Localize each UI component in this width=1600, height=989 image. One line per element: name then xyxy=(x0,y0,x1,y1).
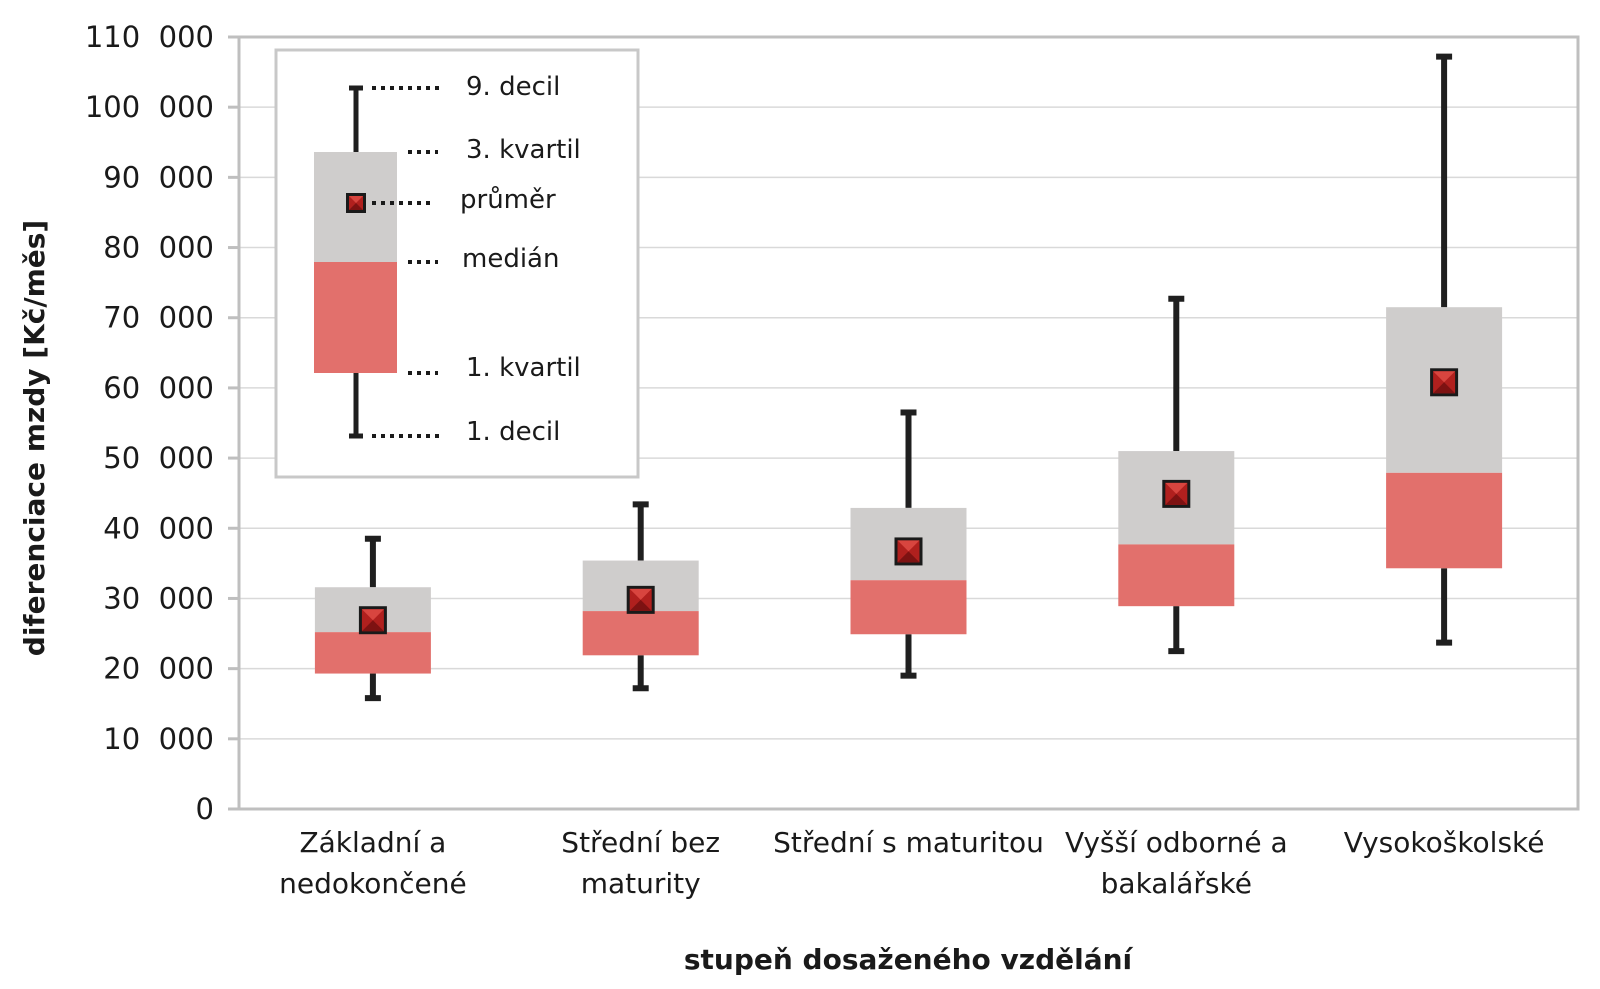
legend-label-median: medián xyxy=(462,244,559,274)
mean-marker xyxy=(1430,368,1459,397)
x-category-label: Vysokoškolské xyxy=(1344,826,1545,859)
mean-marker-facet xyxy=(897,540,920,552)
x-axis-category-labels: Základní a nedokončené Střední bez maturity… xyxy=(279,826,1544,900)
y-tick-label: 90 000 xyxy=(103,160,214,194)
mean-marker-facet xyxy=(361,609,384,621)
y-tick-label: 20 000 xyxy=(103,652,214,686)
y-tick-label: 70 000 xyxy=(103,301,214,335)
y-tick-label: 30 000 xyxy=(103,581,214,615)
legend-label-quartile-3: 3. kvartil xyxy=(466,135,581,165)
y-tick-label: 100 000 xyxy=(85,90,214,124)
y-tick-label: 110 000 xyxy=(85,20,214,54)
box-5 xyxy=(1386,53,1503,646)
legend-label-decile-9: 9. decil xyxy=(466,72,560,102)
x-category-label: Střední s maturitou xyxy=(773,826,1044,859)
legend-lower-box xyxy=(314,262,397,373)
x-category-label: bakalářské xyxy=(1101,867,1252,900)
legend-label-mean: průměr xyxy=(460,185,556,215)
mean-marker xyxy=(358,606,387,635)
box-lower-q1-to-median xyxy=(1386,472,1503,569)
legend-label-decile-1: 1. decil xyxy=(466,417,560,447)
box-lower-q1-to-median xyxy=(1118,544,1235,607)
y-tick-label: 80 000 xyxy=(103,231,214,265)
y-tick-label: 0 xyxy=(196,792,214,826)
mean-marker-facet xyxy=(897,551,920,563)
box-1 xyxy=(314,535,431,702)
mean-marker xyxy=(346,193,366,213)
mean-marker-facet xyxy=(349,196,363,203)
boxes xyxy=(314,53,1503,702)
x-category-label: Vyšší odborné a xyxy=(1065,826,1288,859)
mean-marker-facet xyxy=(1433,371,1456,383)
legend-sample-box xyxy=(314,85,440,439)
x-axis-title: stupeň dosaženého vzdělání xyxy=(684,943,1134,976)
y-tick-label: 60 000 xyxy=(103,371,214,405)
x-category-label: maturity xyxy=(581,867,701,900)
mean-marker-facet xyxy=(1165,482,1188,494)
box-4 xyxy=(1118,295,1235,655)
box-lower-q1-to-median xyxy=(582,611,699,656)
mean-marker xyxy=(1162,479,1191,508)
mean-marker-facet xyxy=(361,620,384,632)
box-lower-q1-to-median xyxy=(314,632,431,674)
x-category-label: nedokončené xyxy=(279,867,467,900)
mean-marker-facet xyxy=(629,588,652,600)
x-category-label: Střední bez xyxy=(561,826,720,859)
mean-marker-facet xyxy=(1433,382,1456,394)
y-tick-label: 10 000 xyxy=(103,722,214,756)
box-lower-q1-to-median xyxy=(850,580,967,635)
legend: 9. decil 3. kvartil průměr medián 1. kva… xyxy=(274,48,640,479)
mean-marker-facet xyxy=(349,203,363,210)
y-axis-title: diferenciace mzdy [Kč/měs] xyxy=(18,220,51,656)
y-axis-ticks: 0 10 000 20 000 30 000 40 000 50 000 60 000 70 … xyxy=(85,20,239,826)
box-2 xyxy=(582,501,699,692)
x-category-label: Základní a xyxy=(299,826,446,859)
y-tick-label: 40 000 xyxy=(103,511,214,545)
mean-marker xyxy=(894,537,923,566)
y-tick-label: 50 000 xyxy=(103,441,214,475)
mean-marker xyxy=(626,585,655,614)
mean-marker-facet xyxy=(629,599,652,611)
plot-frame xyxy=(237,35,1580,811)
mean-marker-facet xyxy=(1165,493,1188,505)
box-3 xyxy=(850,409,967,679)
legend-label-quartile-1: 1. kvartil xyxy=(466,353,581,383)
